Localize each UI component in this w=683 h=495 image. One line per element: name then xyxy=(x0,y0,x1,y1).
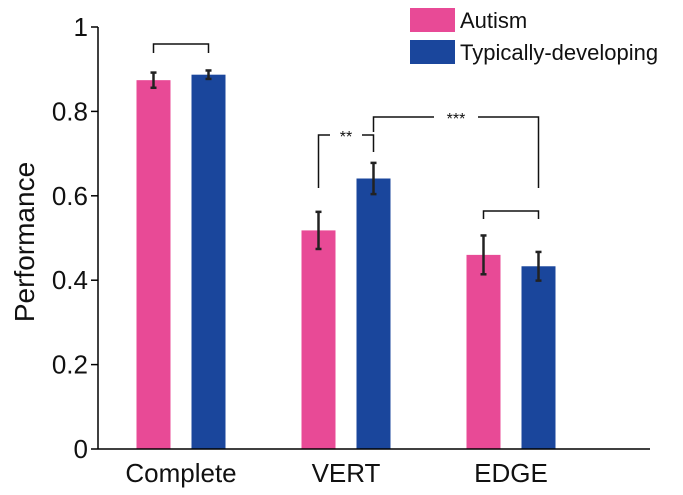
significance-bracket-across: *** xyxy=(372,111,540,188)
legend-swatch xyxy=(410,40,455,64)
bracket-line xyxy=(152,43,210,53)
bar-edge-typically-developing xyxy=(521,266,556,449)
y-tick-label: 1 xyxy=(74,12,88,42)
y-tick-label: 0 xyxy=(74,434,88,464)
y-tick-label: 0.6 xyxy=(52,181,88,211)
legend-item-typically-developing: Typically-developing xyxy=(410,40,658,65)
significance-bracket-vert: ** xyxy=(317,129,375,188)
x-tick-label: EDGE xyxy=(474,458,548,488)
error-bar-complete-autism xyxy=(150,71,157,90)
y-ticks: 0 0.2 0.4 0.6 0.8 1 xyxy=(52,12,98,464)
bracket-line xyxy=(372,116,540,188)
bar-vert-typically-developing xyxy=(356,178,391,450)
legend: Autism Typically-developing xyxy=(410,8,658,65)
error-bar-edge-typically-developing xyxy=(535,250,542,282)
x-tick-labels: Complete VERT EDGE xyxy=(125,458,547,488)
y-tick-label: 0.2 xyxy=(52,350,88,380)
error-bar-vert-autism xyxy=(315,210,322,251)
error-bars-layer xyxy=(150,69,542,282)
x-tick-label: Complete xyxy=(125,458,236,488)
x-tick-label: VERT xyxy=(312,458,381,488)
significance-label: *** xyxy=(447,111,466,128)
bracket-line xyxy=(317,134,375,188)
legend-item-autism: Autism xyxy=(410,8,527,33)
bracket-line xyxy=(482,210,540,219)
bar-complete-typically-developing xyxy=(191,74,226,449)
bar-complete-autism xyxy=(136,80,171,449)
error-bar-vert-typically-developing xyxy=(370,161,377,196)
error-bar-complete-typically-developing xyxy=(205,69,212,81)
error-bar-edge-autism xyxy=(480,234,487,276)
bars-layer xyxy=(136,74,556,450)
y-tick-label: 0.4 xyxy=(52,265,88,295)
significance-label: ** xyxy=(340,129,352,146)
y-axis-label: Performance xyxy=(9,162,40,322)
bar-edge-autism xyxy=(466,254,501,449)
bar-vert-autism xyxy=(301,230,336,449)
y-tick-label: 0.8 xyxy=(52,96,88,126)
significance-bracket-edge xyxy=(482,210,540,219)
legend-label: Typically-developing xyxy=(460,40,658,65)
legend-swatch xyxy=(410,8,455,32)
significance-brackets: ***** xyxy=(152,43,540,219)
significance-bracket-complete xyxy=(152,43,210,53)
axes xyxy=(97,27,650,450)
legend-label: Autism xyxy=(460,8,527,33)
